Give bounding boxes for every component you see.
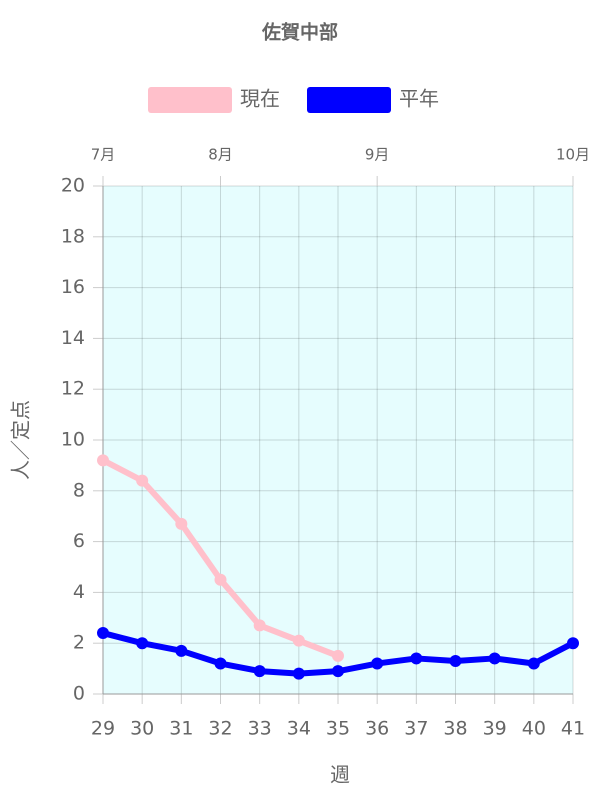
x-tick-label: 31 — [169, 718, 193, 740]
x-axis-label: 週 — [330, 763, 350, 787]
y-tick-label: 0 — [73, 683, 85, 705]
month-tick-label: 7月 — [91, 146, 116, 164]
x-tick-label: 41 — [561, 718, 585, 740]
point — [253, 665, 266, 678]
point — [292, 634, 305, 647]
point — [371, 657, 384, 670]
y-tick-label: 16 — [61, 276, 85, 298]
month-tick-label: 9月 — [365, 146, 390, 164]
y-tick-label: 2 — [73, 632, 85, 654]
y-tick-label: 18 — [61, 225, 85, 247]
y-tick-label: 6 — [73, 530, 85, 552]
x-tick-label: 29 — [91, 718, 115, 740]
plot-background — [103, 186, 573, 694]
x-tick-label: 30 — [130, 718, 154, 740]
y-tick-label: 20 — [61, 175, 85, 197]
x-tick-label: 37 — [404, 718, 428, 740]
x-tick-label: 34 — [287, 718, 311, 740]
point — [214, 573, 227, 586]
point — [175, 517, 188, 530]
month-tick-label: 8月 — [208, 146, 233, 164]
legend-swatch — [307, 87, 391, 113]
point — [410, 652, 423, 665]
legend-swatch — [148, 87, 232, 113]
x-tick-label: 38 — [443, 718, 467, 740]
y-tick-label: 10 — [61, 429, 85, 451]
point — [136, 474, 149, 487]
legend-label: 平年 — [399, 87, 439, 111]
legend-label: 現在 — [240, 87, 280, 111]
x-tick-label: 35 — [326, 718, 350, 740]
month-tick-label: 10月 — [556, 146, 590, 164]
point — [214, 657, 227, 670]
chart-title: 佐賀中部 — [261, 21, 338, 44]
x-tick-label: 36 — [365, 718, 389, 740]
y-tick-label: 4 — [73, 581, 85, 603]
point — [175, 644, 188, 657]
point — [292, 667, 305, 680]
y-tick-label: 8 — [73, 479, 85, 501]
point — [567, 637, 579, 650]
point — [136, 637, 149, 650]
point — [488, 652, 501, 665]
x-tick-label: 39 — [483, 718, 507, 740]
x-tick-label: 33 — [248, 718, 272, 740]
y-tick-label: 14 — [61, 327, 85, 349]
point — [97, 454, 109, 467]
point — [253, 619, 266, 632]
y-tick-label: 12 — [61, 378, 85, 400]
x-tick-label: 32 — [208, 718, 232, 740]
y-axis-label: 人／定点 — [9, 400, 33, 480]
x-tick-label: 40 — [522, 718, 546, 740]
point — [332, 665, 344, 678]
point — [449, 654, 462, 667]
point — [97, 627, 109, 640]
point — [332, 649, 344, 662]
point — [527, 657, 540, 670]
